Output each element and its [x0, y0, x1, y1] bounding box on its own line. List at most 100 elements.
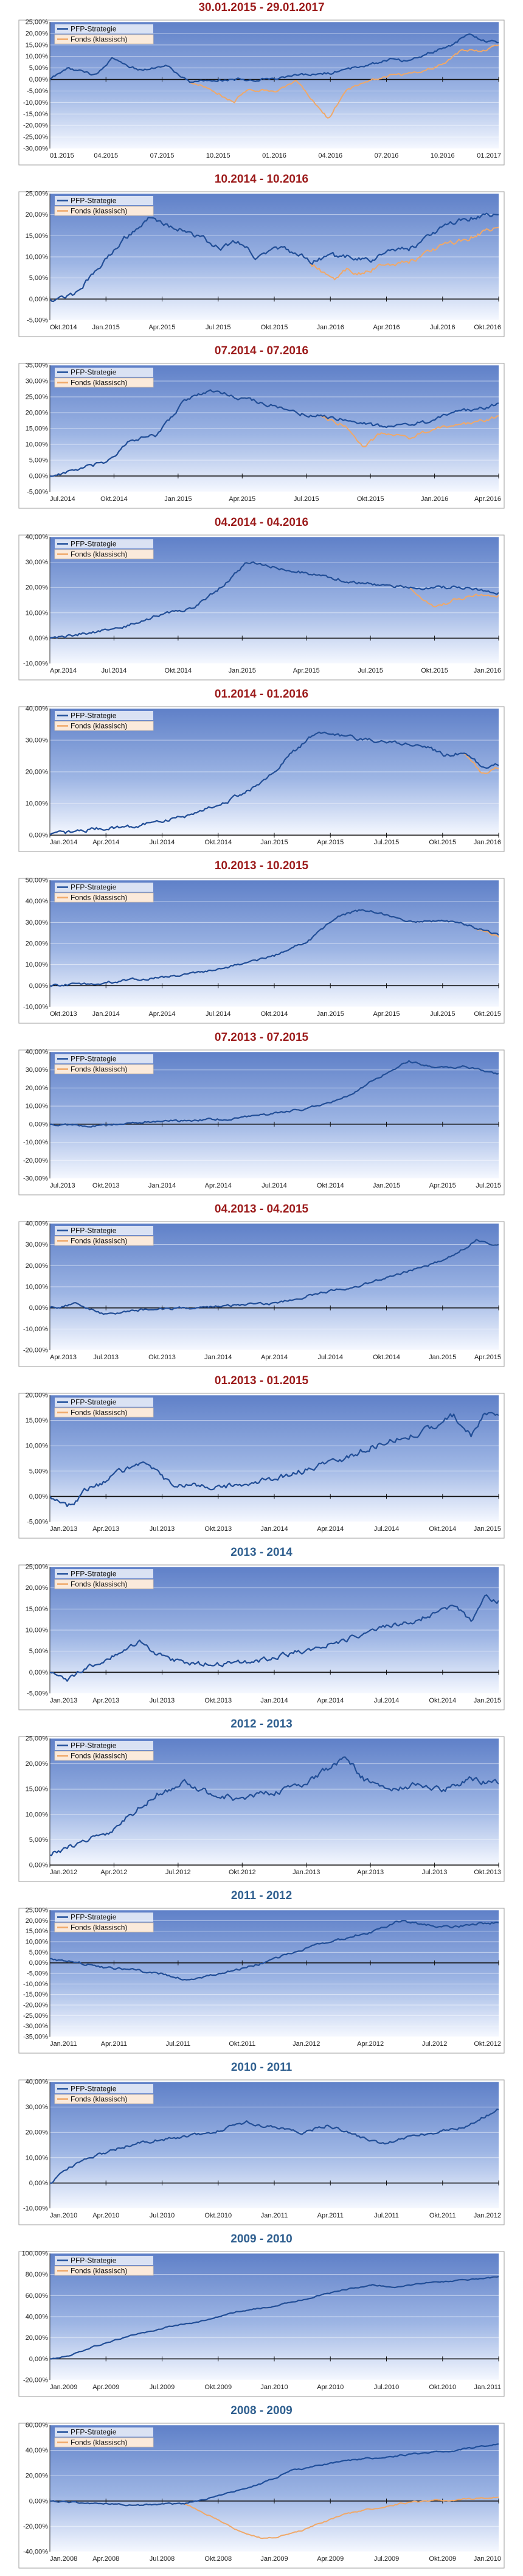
- x-tick-label: Okt.2013: [204, 1525, 232, 1533]
- line-chart: 25,00% 20,00% 15,00% 10,00% 5,00% 0,00% -5,00%…: [18, 19, 505, 166]
- x-tick-label: Jan.2010: [474, 2555, 501, 2563]
- x-tick-label: Apr.2012: [357, 2040, 384, 2048]
- legend-fund-box: [54, 1922, 154, 1933]
- chart-title: 2012 - 2013: [230, 1718, 293, 1731]
- x-tick-label: Apr.2013: [357, 1869, 384, 1876]
- x-tick-label: Jul.2014: [317, 1354, 343, 1361]
- x-tick-label: Apr.2010: [92, 2212, 119, 2219]
- legend-fund-box: [54, 206, 154, 216]
- legend: PFP-Strategie Fonds (klassisch): [54, 1226, 154, 1246]
- x-tick-label: 01.2016: [262, 152, 286, 159]
- y-tick-label: -10,00%: [23, 1139, 48, 1146]
- chart-title: 04.2014 - 04.2016: [214, 516, 309, 529]
- y-tick-label: 20,00%: [26, 2473, 49, 2480]
- y-tick-label: 30,00%: [26, 919, 49, 926]
- y-tick-label: -20,00%: [23, 1157, 48, 1164]
- chart-panel: 2011 - 2012 25,00% 20,00% 15,00% 10,00% 5,00%…: [0, 1888, 523, 2060]
- x-tick-label: 04.2016: [318, 152, 342, 159]
- legend: PFP-Strategie Fonds (klassisch): [54, 1398, 154, 1418]
- x-tick-label: Apr.2015: [293, 667, 320, 674]
- y-tick-label: -5,00%: [27, 1690, 48, 1698]
- y-tick-label: 40,00%: [26, 706, 49, 713]
- x-tick-label: Okt.2015: [474, 1010, 501, 1018]
- x-tick-label: Jan.2009: [260, 2555, 288, 2563]
- chart-panel: 2009 - 2010 100,00% 80,00% 60,00% 40,00% 20,0…: [0, 2231, 523, 2403]
- y-tick-label: -30,00%: [23, 1175, 48, 1183]
- line-chart: 40,00% 30,00% 20,00% 10,00% 0,00% -10,00% -20,…: [18, 1221, 505, 1367]
- x-tick-label: Jan.2014: [260, 1697, 288, 1704]
- legend-fund-label: Fonds (klassisch): [71, 1752, 127, 1760]
- x-tick-label: Jan.2015: [474, 1525, 501, 1533]
- x-tick-label: Apr.2015: [148, 324, 175, 331]
- legend-strategy-box: [55, 1569, 153, 1578]
- y-tick-label: 0,00%: [29, 1304, 48, 1312]
- line-chart: 25,00% 20,00% 15,00% 10,00% 5,00% 0,00% -5,00%…: [18, 1908, 505, 2054]
- x-tick-label: Apr.2013: [92, 1525, 119, 1533]
- x-tick-label: Apr.2011: [317, 2212, 344, 2219]
- x-tick-label: Apr.2014: [92, 839, 119, 846]
- legend: PFP-Strategie Fonds (klassisch): [54, 711, 154, 731]
- x-tick-label: Apr.2015: [229, 495, 255, 503]
- chart-panel: 30.01.2015 - 29.01.2017 25,00% 20,00% 15,00…: [0, 0, 523, 172]
- legend: PFP-Strategie Fonds (klassisch): [54, 2256, 154, 2276]
- x-tick-label: Jan.2015: [429, 1354, 456, 1361]
- y-tick-label: 0,00%: [29, 473, 48, 480]
- series-line-pfp-strategie: [50, 2276, 499, 2360]
- series-line-pfp-strategie: [50, 561, 499, 639]
- legend-fund-box: [54, 2437, 154, 2448]
- y-tick-label: 10,00%: [26, 53, 49, 60]
- y-tick-label: 5,00%: [29, 1648, 48, 1655]
- x-tick-label: Jan.2008: [50, 2555, 77, 2563]
- y-tick-label: 20,00%: [26, 940, 49, 948]
- x-tick-label: Okt.2015: [261, 324, 288, 331]
- legend-strategy-box: [55, 1226, 153, 1235]
- legend-strategy-label: PFP-Strategie: [71, 197, 117, 205]
- y-tick-label: -20,00%: [23, 2002, 48, 2009]
- x-tick-label: Apr.2015: [429, 1182, 456, 1189]
- y-tick-label: 50,00%: [26, 878, 49, 884]
- x-tick-label: Apr.2014: [50, 667, 77, 674]
- y-tick-label: 5,00%: [29, 65, 48, 72]
- x-tick-label: Okt.2011: [429, 2212, 456, 2219]
- legend-fund-label: Fonds (klassisch): [71, 1923, 127, 1932]
- y-tick-label: 35,00%: [26, 363, 49, 369]
- legend-fund-label: Fonds (klassisch): [71, 1065, 127, 1074]
- chart-panel: 2012 - 2013 25,00% 20,00% 15,00% 10,00% 5,00%…: [0, 1717, 523, 1888]
- y-tick-label: 20,00%: [26, 1085, 49, 1092]
- x-tick-label: Apr.2015: [474, 1354, 501, 1361]
- y-tick-label: 20,00%: [26, 1393, 49, 1399]
- legend-fund-label: Fonds (klassisch): [71, 35, 127, 44]
- legend-fund-box: [54, 1064, 154, 1074]
- x-tick-label: Okt.2014: [100, 495, 128, 503]
- x-tick-label: Jan.2013: [293, 1869, 320, 1876]
- x-tick-label: Jul.2010: [374, 2384, 400, 2391]
- x-tick-label: Jan.2015: [92, 324, 120, 331]
- y-tick-label: 10,00%: [26, 1939, 49, 1946]
- series-line-pfp-strategie: [50, 1239, 499, 1315]
- y-tick-label: 25,00%: [26, 394, 49, 401]
- legend-strategy-box: [55, 24, 153, 33]
- legend-strategy-label: PFP-Strategie: [71, 2085, 117, 2093]
- x-tick-label: Okt.2014: [261, 1010, 288, 1018]
- legend-fund-label: Fonds (klassisch): [71, 1409, 127, 1417]
- x-tick-label: Jan.2011: [261, 2212, 288, 2219]
- y-tick-label: 10,00%: [26, 254, 49, 261]
- y-tick-label: 5,00%: [29, 1949, 48, 1956]
- x-tick-label: Apr.2016: [373, 324, 400, 331]
- x-tick-label: Apr.2008: [92, 2555, 119, 2563]
- chart-title: 01.2013 - 01.2015: [214, 1374, 309, 1387]
- y-tick-label: 0,00%: [29, 296, 48, 303]
- y-tick-label: 40,00%: [26, 2447, 49, 2454]
- x-tick-label: Okt.2012: [474, 2040, 501, 2048]
- x-tick-label: Jul.2014: [262, 1182, 287, 1189]
- x-tick-label: Okt.2014: [204, 839, 232, 846]
- y-tick-label: 15,00%: [26, 233, 49, 240]
- legend: PFP-Strategie Fonds (klassisch): [54, 2084, 154, 2104]
- line-chart: 20,00%15,00%10,00%5,00%0,00%-5,00%Jan.20…: [18, 1393, 505, 1539]
- legend-strategy-label: PFP-Strategie: [71, 2256, 117, 2265]
- x-tick-label: Jan.2009: [50, 2384, 77, 2391]
- x-tick-label: Apr.2016: [474, 495, 501, 503]
- chart-panel: 2013 - 2014 25,00% 20,00% 15,00% 10,00% 5,00%…: [0, 1545, 523, 1717]
- x-tick-label: Okt.2015: [421, 667, 448, 674]
- legend-strategy-label: PFP-Strategie: [71, 1570, 117, 1578]
